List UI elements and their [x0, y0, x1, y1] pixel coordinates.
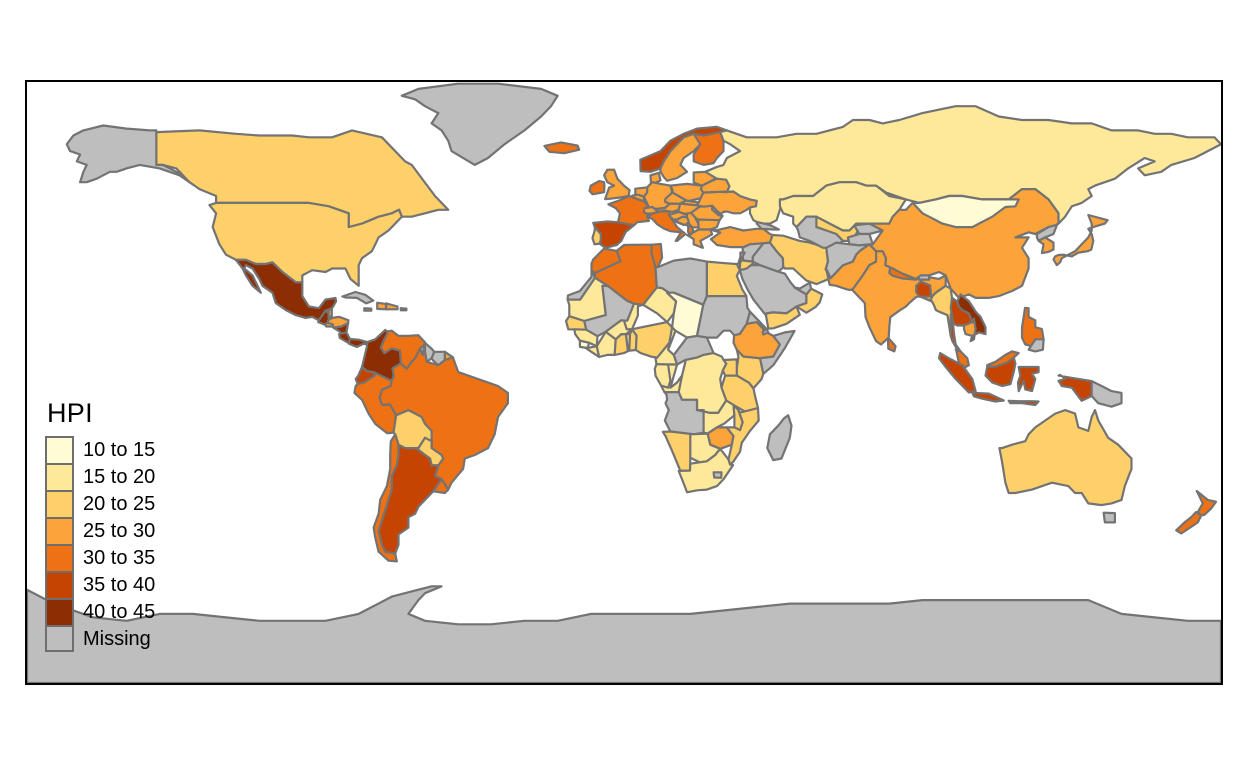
- country-bulgaria: [697, 218, 721, 231]
- country-georgia: [755, 220, 780, 231]
- country-finland: [692, 131, 725, 166]
- country-el-salvador: [324, 321, 335, 328]
- map-plot-frame: [25, 80, 1223, 685]
- country-tasmania: [1102, 511, 1116, 524]
- country-new-zealand-north: [1195, 489, 1218, 517]
- country-uruguay: [432, 478, 450, 495]
- legend-item: 40 to 45: [45, 598, 235, 625]
- country-namibia: [661, 430, 695, 472]
- country-sweden: [659, 132, 705, 182]
- country-alaska: [65, 124, 191, 184]
- legend-swatch: [45, 625, 74, 652]
- country-puerto-rico: [399, 307, 408, 312]
- country-north-korea: [1035, 224, 1058, 242]
- country-indonesia-java: [971, 391, 1005, 403]
- country-haiti: [376, 301, 388, 311]
- country-bangladesh: [915, 280, 933, 298]
- country-united-kingdom: [603, 168, 631, 201]
- country-france: [607, 194, 651, 227]
- country-mongolia: [911, 194, 1020, 229]
- country-zambia: [695, 399, 736, 435]
- country-iran: [768, 233, 832, 286]
- country-denmark: [649, 171, 662, 184]
- legend-item: 10 to 15: [45, 436, 235, 463]
- country-albania: [685, 223, 695, 237]
- country-somalia: [758, 329, 796, 375]
- country-panama: [347, 337, 369, 348]
- legend-label: 15 to 20: [83, 465, 156, 488]
- legend-item: Missing: [45, 625, 235, 652]
- legend-label: 20 to 25: [83, 492, 156, 515]
- country-moldova: [711, 204, 724, 218]
- country-south-korea: [1037, 236, 1055, 255]
- legend-item: 30 to 35: [45, 544, 235, 571]
- legend-item: 35 to 40: [45, 571, 235, 598]
- legend-item: 20 to 25: [45, 490, 235, 517]
- country-belize: [327, 307, 333, 319]
- country-greenland: [400, 82, 559, 166]
- country-madagascar: [766, 414, 793, 462]
- country-japan: [1052, 213, 1109, 267]
- country-indonesia-papua: [1057, 373, 1093, 402]
- legend-rows: 10 to 15 15 to 20 20 to 25 25 to 30 30 to 35…: [45, 436, 235, 652]
- country-south-africa: [677, 447, 735, 494]
- country-djibouti: [761, 327, 770, 336]
- country-new-zealand-south: [1175, 510, 1203, 535]
- country-antarctica: [27, 585, 1221, 683]
- country-turkmenistan: [795, 215, 844, 249]
- legend-item: 15 to 20: [45, 463, 235, 490]
- country-indonesia-kalimantan: [984, 356, 1017, 388]
- country-liberia: [585, 345, 601, 358]
- legend-title: HPI: [47, 398, 93, 428]
- legend-swatch: [45, 517, 74, 544]
- country-jordan: [738, 258, 755, 272]
- legend-label: 30 to 35: [83, 546, 156, 569]
- country-indonesia-nusa: [1007, 399, 1040, 407]
- country-russia: [704, 105, 1221, 225]
- country-argentina: [377, 443, 443, 555]
- country-ireland: [588, 180, 606, 196]
- country-burkina-faso: [604, 319, 634, 341]
- legend-swatch: [45, 544, 74, 571]
- country-mexico: [234, 258, 338, 322]
- country-yemen: [764, 305, 801, 330]
- legend-label: 40 to 45: [83, 600, 156, 623]
- country-united-arab-emirates: [793, 281, 813, 296]
- country-mindanao: [1027, 338, 1045, 353]
- country-dominican-republic: [384, 302, 399, 311]
- world-choropleth-svg: [27, 82, 1221, 683]
- country-china: [868, 188, 1060, 299]
- country-layer: [27, 82, 1221, 683]
- country-israel: [736, 255, 743, 266]
- country-sri-lanka: [886, 337, 897, 353]
- legend-label: 25 to 30: [83, 519, 156, 542]
- legend-label: 35 to 40: [83, 573, 156, 596]
- country-indonesia-sulawesi: [1016, 365, 1040, 393]
- country-lebanon: [739, 251, 746, 259]
- country-lesotho: [712, 471, 723, 479]
- legend: HPI 10 to 15 15 to 20 20 to 25 25 to 30 30 t…: [45, 398, 235, 652]
- country-iceland: [543, 141, 581, 155]
- country-australia: [998, 409, 1133, 507]
- country-vietnam: [956, 293, 987, 343]
- legend-item: 25 to 30: [45, 517, 235, 544]
- country-greece: [685, 228, 714, 249]
- country-gabon: [653, 363, 672, 389]
- legend-swatch: [45, 436, 74, 463]
- country-indonesia-sumatra: [938, 352, 977, 394]
- legend-label: 10 to 15: [83, 438, 156, 461]
- legend-label: Missing: [83, 627, 151, 650]
- legend-swatch: [45, 490, 74, 517]
- country-papua-new-guinea: [1090, 380, 1123, 408]
- country-bosnia-and-herzegovina: [676, 215, 691, 227]
- legend-swatch: [45, 598, 74, 625]
- country-cuba: [341, 290, 375, 305]
- country-portugal: [591, 226, 602, 246]
- legend-swatch: [45, 571, 74, 598]
- country-jamaica: [363, 307, 373, 312]
- legend-swatch: [45, 463, 74, 490]
